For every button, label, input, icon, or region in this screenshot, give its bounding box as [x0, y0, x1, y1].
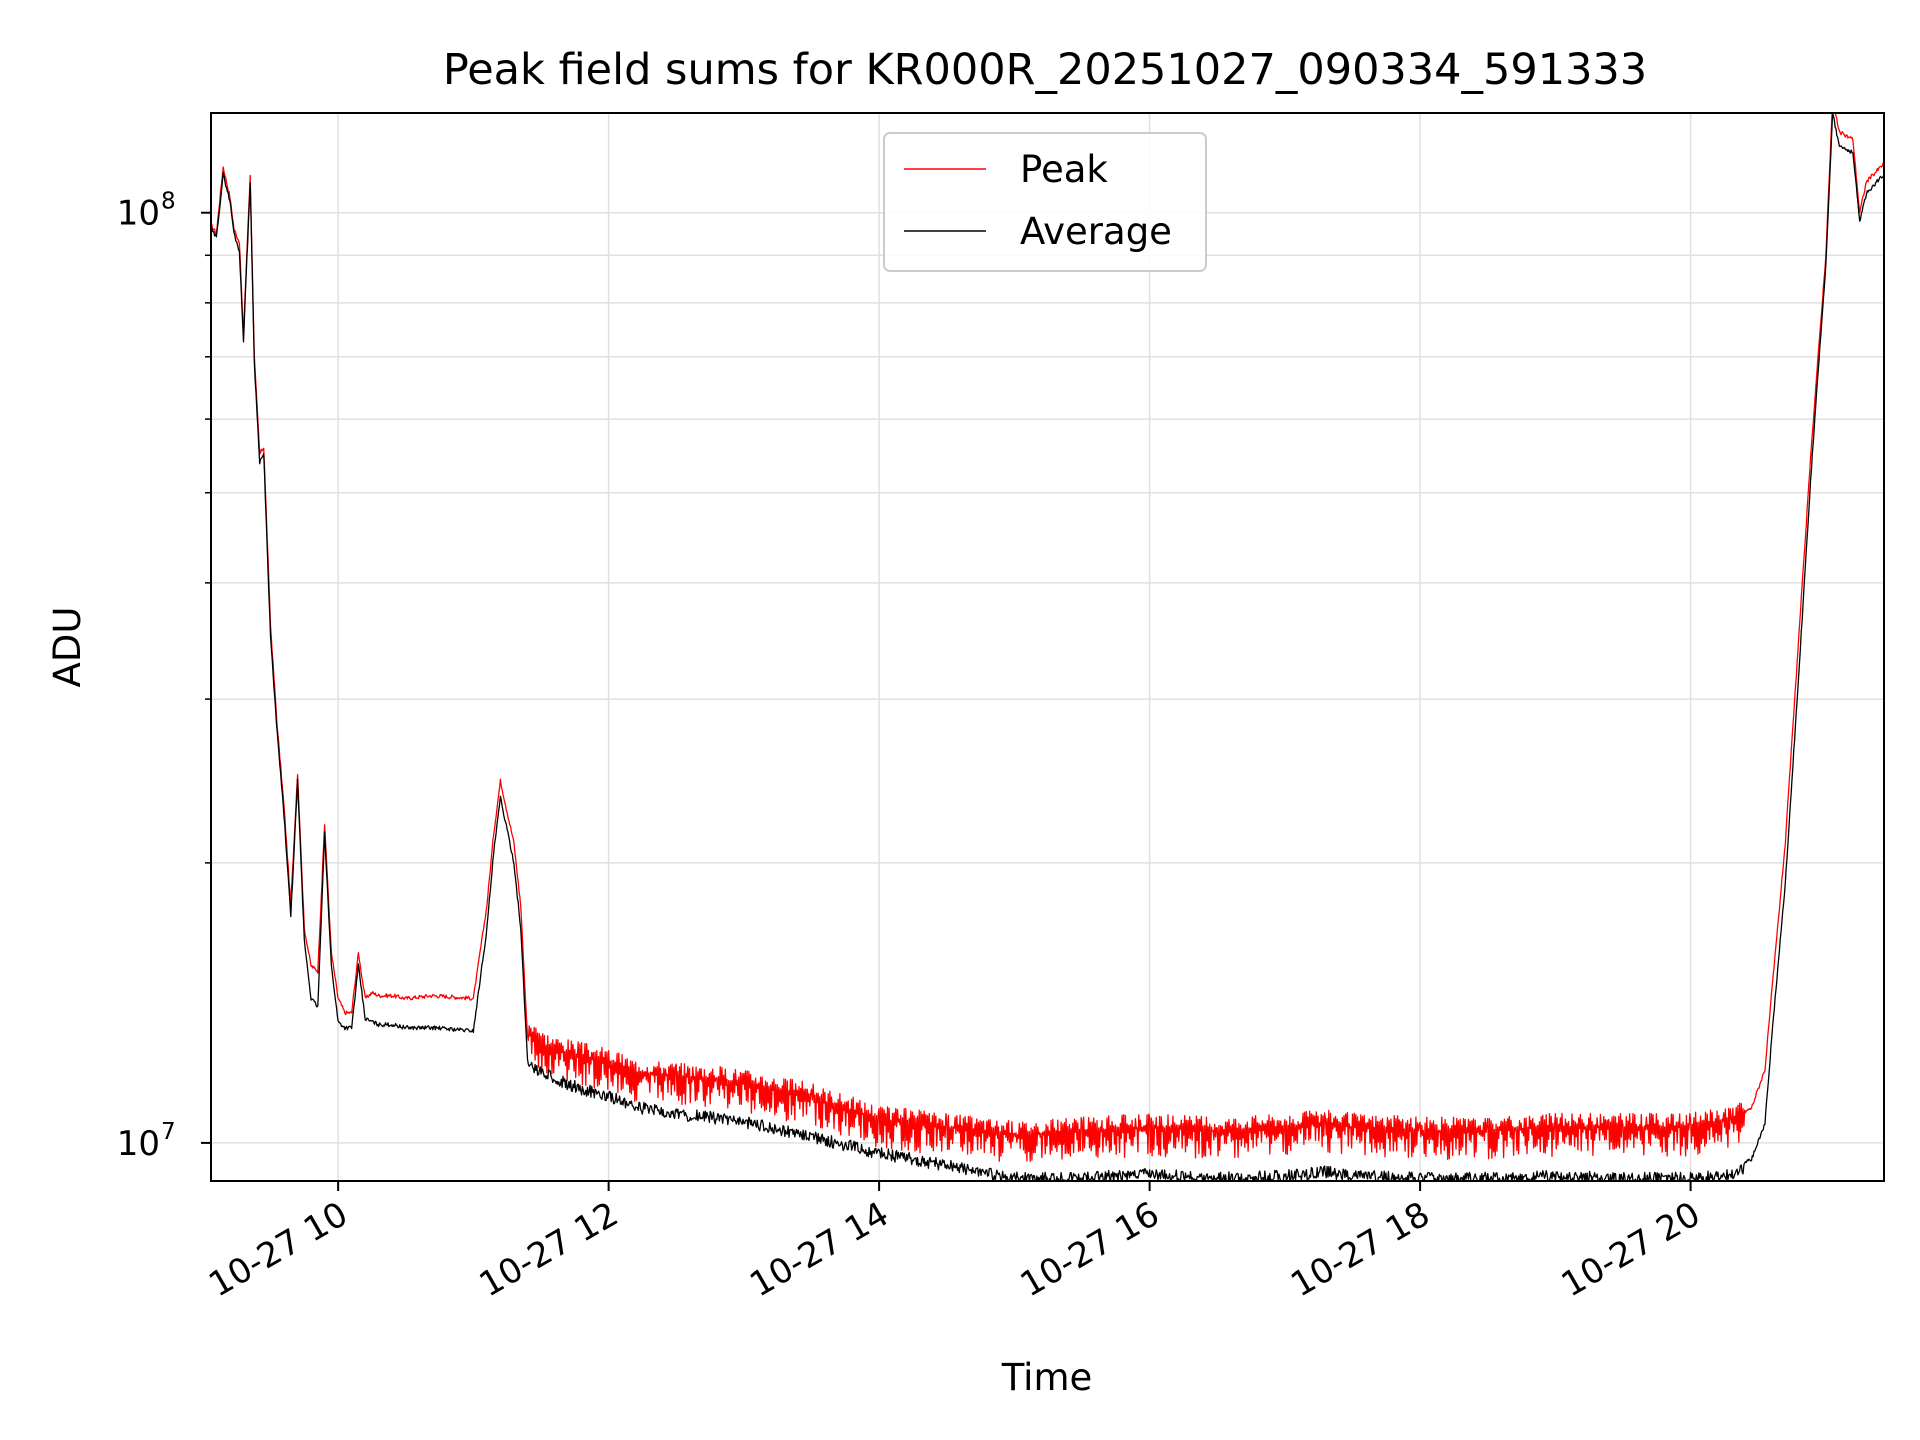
chart-title: Peak field sums for KR000R_20251027_0903…	[443, 45, 1647, 95]
legend-box	[883, 132, 1207, 272]
plot-frame	[210, 112, 1885, 1182]
legend-label-peak: Peak	[1020, 148, 1108, 191]
series-line-average	[211, 113, 1884, 1181]
y-tick-label: 10 8	[117, 189, 176, 234]
series-line-peak	[211, 113, 1884, 1162]
legend-label-average: Average	[1020, 210, 1172, 253]
y-axis-label: ADU	[46, 607, 89, 688]
series-layer	[211, 113, 1884, 1181]
legend: Peak Average	[883, 132, 1207, 272]
y-tick-exponent: 8	[161, 189, 176, 215]
y-tick-base: 10	[117, 194, 160, 234]
y-tick-exponent: 7	[161, 1119, 176, 1145]
x-axis-label: Time	[1001, 1356, 1093, 1399]
y-tick-label: 10 7	[117, 1119, 176, 1164]
y-tick-base: 10	[117, 1124, 160, 1164]
